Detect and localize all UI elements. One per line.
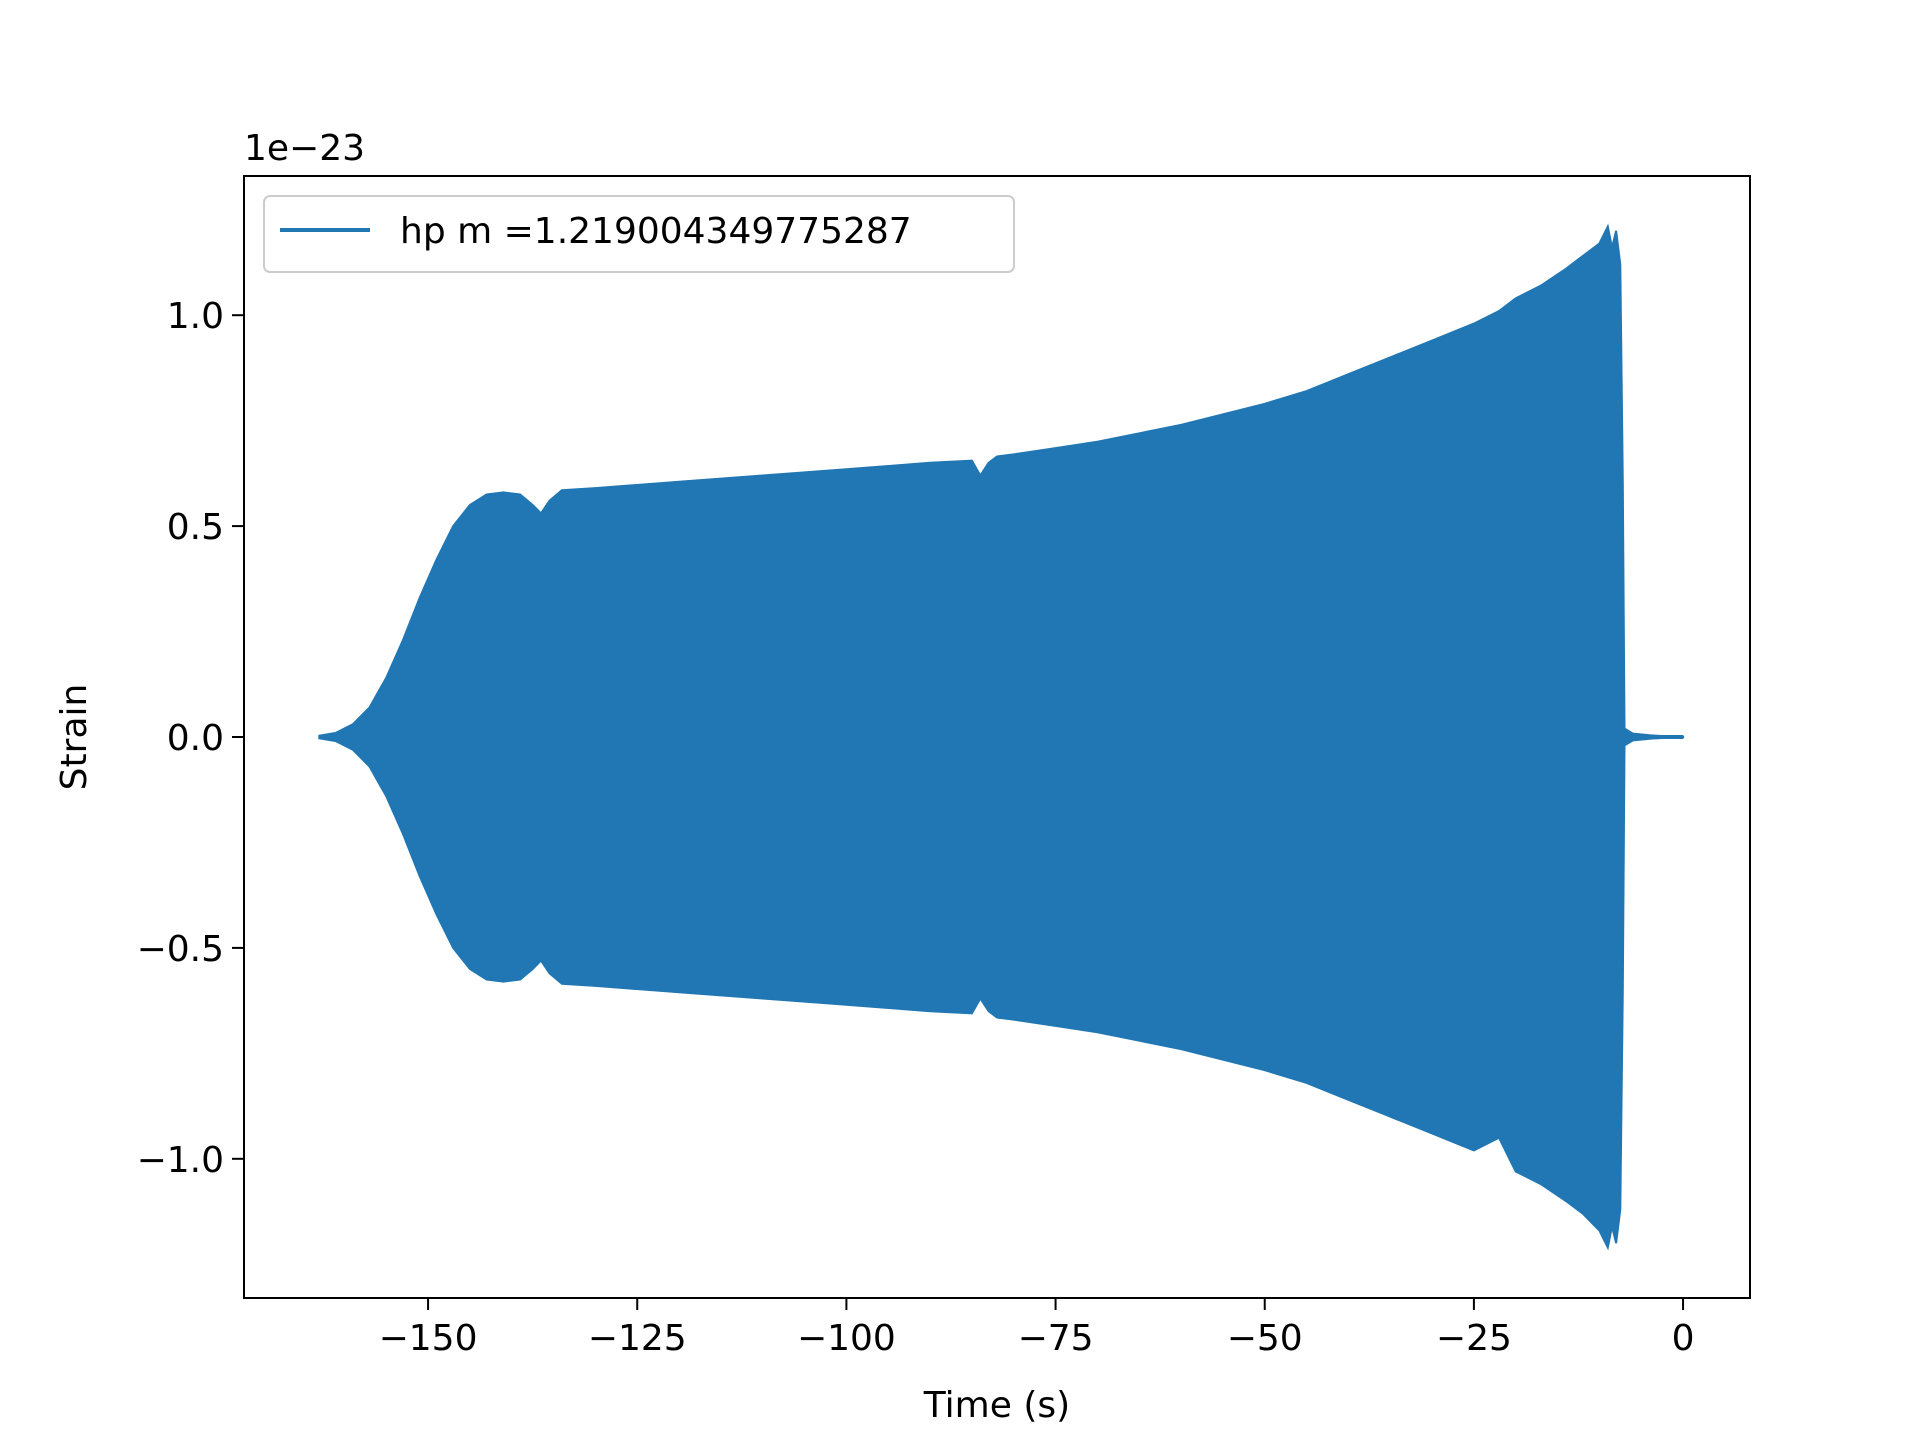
y-tick-label: 0.0 xyxy=(167,718,224,759)
y-axis-ticks: 1.0 0.5 0.0 −0.5 −1.0 xyxy=(137,296,244,1181)
y-offset-label: 1e−23 xyxy=(244,128,365,169)
x-tick-label: −75 xyxy=(1018,1318,1094,1359)
x-axis-ticks: −150 −125 −100 −75 −50 −25 0 xyxy=(379,1298,1695,1359)
y-tick-label: 1.0 xyxy=(167,296,224,337)
y-axis-label: Strain xyxy=(54,684,95,791)
x-tick-label: −125 xyxy=(588,1318,687,1359)
axes-frame xyxy=(243,175,1751,1299)
y-tick-label: −1.0 xyxy=(137,1140,224,1181)
x-tick-label: −25 xyxy=(1436,1318,1512,1359)
legend-box xyxy=(263,195,1015,273)
x-tick-label: 0 xyxy=(1672,1318,1695,1359)
legend: hp m =1.219004349775287 xyxy=(263,195,1015,273)
y-tick-label: 0.5 xyxy=(167,507,224,548)
x-tick-label: −50 xyxy=(1227,1318,1303,1359)
x-axis-label: Time (s) xyxy=(923,1385,1070,1426)
plot-area xyxy=(318,223,1685,1251)
y-tick-label: −0.5 xyxy=(137,929,224,970)
x-tick-label: −150 xyxy=(379,1318,478,1359)
x-tick-label: −100 xyxy=(797,1318,896,1359)
legend-entry-label: hp m =1.219004349775287 xyxy=(400,211,912,252)
